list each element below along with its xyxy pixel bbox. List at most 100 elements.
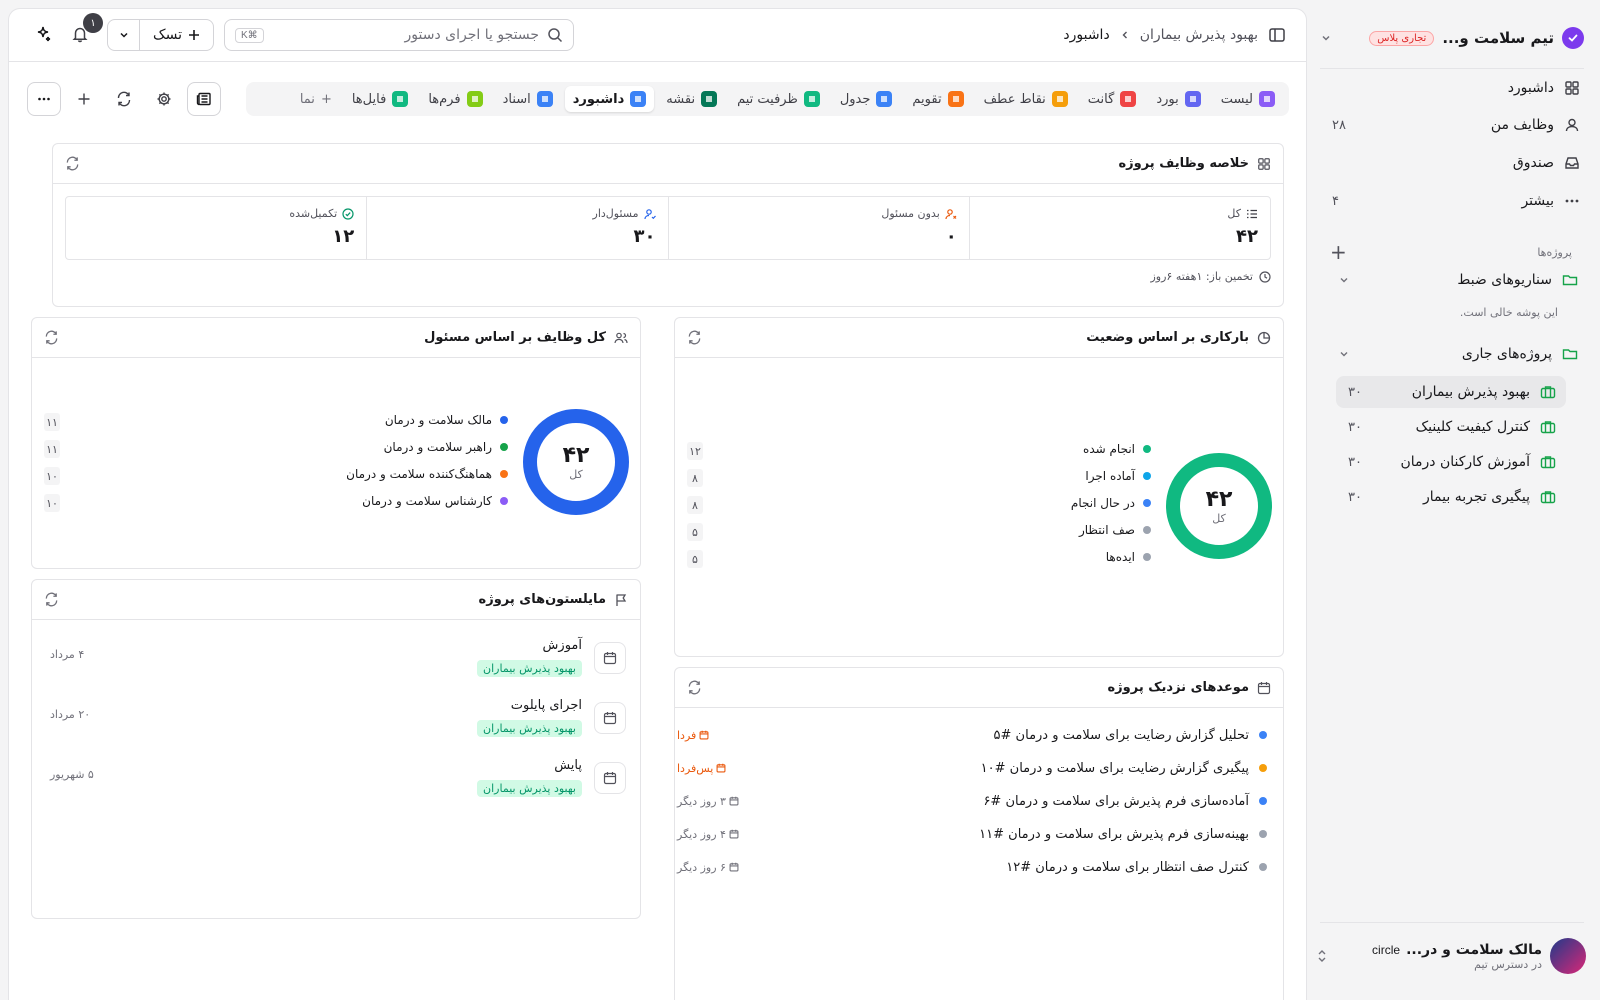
pie-chart-icon	[1257, 331, 1271, 345]
chevron-down-icon[interactable]	[1324, 274, 1350, 286]
new-task-dropdown[interactable]	[108, 20, 140, 50]
refresh-button[interactable]	[107, 82, 141, 116]
tab-docs[interactable]: اسناد	[495, 86, 561, 112]
tab-gantt[interactable]: گانت	[1080, 86, 1145, 112]
avatar	[1550, 938, 1586, 974]
sparkle-icon[interactable]	[34, 25, 52, 43]
bell-icon[interactable]	[71, 25, 89, 43]
deadline-due: فردا	[677, 729, 709, 742]
card-title: خلاصه وظایف پروژه	[1118, 156, 1249, 171]
search-placeholder: جستجو یا اجرای دستور	[404, 27, 539, 43]
tab-files[interactable]: فایل‌ها	[344, 86, 416, 112]
tab-board[interactable]: بورد	[1148, 86, 1208, 112]
tab-forms[interactable]: فرم‌ها	[420, 86, 490, 112]
sidebar-project-staff-training[interactable]: آموزش کارکنان درمان ۳۰	[1336, 446, 1566, 478]
calendar-icon	[594, 762, 626, 794]
sidebar-item-more[interactable]: بیشتر ۴	[1324, 186, 1580, 216]
sidebar-item-label: صندوق	[1512, 155, 1554, 171]
stat-value: ۳۰	[633, 226, 656, 247]
milestone-item[interactable]: اجرای پایلوت بهبود پذیرش بیماران ۲۰ مردا…	[46, 698, 626, 750]
milestone-date: ۵ شهریور	[50, 768, 94, 781]
folder-recording-scenarios[interactable]: سناریوهای ضبط	[1324, 266, 1578, 294]
legend-item: کارشناس سلامت و درمان	[362, 494, 508, 508]
chevron-up-down-icon	[1316, 949, 1328, 963]
more-options-button[interactable]	[27, 82, 61, 116]
donut-ring	[1166, 453, 1272, 559]
sidebar-item-inbox[interactable]: صندوق	[1324, 148, 1580, 178]
legend-count: ۵	[687, 550, 703, 568]
deadline-due: ۴ روز دیگر	[677, 828, 739, 841]
refresh-icon[interactable]	[687, 680, 702, 695]
deadline-item[interactable]: پیگیری گزارش رضایت برای سلامت و درمان #۱…	[677, 757, 1267, 779]
add-view-button[interactable]: + نما	[292, 86, 340, 112]
card-header: خلاصه وظایف پروژه	[53, 144, 1283, 184]
donut-center: ۴۲ کل	[1206, 487, 1233, 525]
deadline-item[interactable]: کنترل صف انتظار برای سلامت و درمان #۱۲ ۶…	[677, 856, 1267, 878]
sidebar-divider	[1320, 922, 1584, 923]
stat-value: ۴۲	[1236, 226, 1258, 247]
milestone-item[interactable]: پایش بهبود پذیرش بیماران ۵ شهریور	[46, 758, 626, 810]
legend-label: کارشناس سلامت و درمان	[362, 494, 492, 508]
tab-calendar[interactable]: تقویم	[904, 86, 971, 112]
user-x-icon	[945, 208, 957, 220]
tab-milestones[interactable]: نقاط عطف	[976, 86, 1076, 112]
legend-label: هماهنگ‌کننده سلامت و درمان	[346, 467, 492, 481]
user-menu[interactable]: مالک سلامت و در... circle در دسترس تیم	[1316, 934, 1586, 978]
add-project-icon[interactable]: +	[1330, 240, 1347, 264]
sidebar-project-quality-control[interactable]: کنترل کیفیت کلینیک ۳۰	[1336, 411, 1566, 443]
refresh-icon[interactable]	[65, 156, 80, 171]
sidebar-toggle-icon[interactable]	[1268, 26, 1286, 44]
legend-label: صف انتظار	[1078, 523, 1135, 537]
milestone-project-tag: بهبود پذیرش بیماران	[477, 780, 582, 797]
refresh-icon[interactable]	[44, 592, 59, 607]
deadline-item[interactable]: آماده‌سازی فرم پذیرش برای سلامت و درمان …	[677, 790, 1267, 812]
stat-label: بدون مسئول	[881, 207, 940, 220]
flag-icon	[1051, 91, 1068, 107]
briefcase-icon	[1540, 489, 1556, 505]
breadcrumb-project[interactable]: بهبود پذیرش بیماران	[1139, 27, 1258, 43]
tab-dashboard[interactable]: داشبورد	[564, 86, 655, 112]
legend-dot	[500, 497, 508, 505]
refresh-icon[interactable]	[687, 330, 702, 345]
project-name: آموزش کارکنان درمان	[1400, 454, 1530, 470]
add-widget-button[interactable]	[67, 82, 101, 116]
tab-label: تقویم	[912, 91, 942, 107]
new-task-main[interactable]: تسک	[140, 20, 213, 50]
tab-table[interactable]: جدول	[832, 86, 901, 112]
top-divider	[9, 61, 1306, 62]
settings-button[interactable]	[147, 82, 181, 116]
tab-label: داشبورد	[572, 91, 625, 107]
summary-stats: کل ۴۲ بدون مسئول ۰ مسئول‌دار ۳۰ تکمیل‌شد…	[65, 196, 1271, 260]
deadline-item[interactable]: تحلیل گزارش رضایت برای سلامت و درمان #۵ …	[677, 724, 1267, 746]
donut-total-label: کل	[1212, 512, 1226, 525]
sidebar-item-my-tasks[interactable]: وظایف من ۲۸	[1324, 110, 1580, 140]
stat-value: ۰	[945, 226, 957, 247]
search-input[interactable]: جستجو یا اجرای دستور ⌘K	[224, 19, 574, 51]
breadcrumb: بهبود پذیرش بیماران داشبورد	[1063, 19, 1286, 51]
sidebar-item-dashboard[interactable]: داشبورد	[1324, 73, 1580, 103]
priority-dot	[1259, 797, 1267, 805]
milestone-item[interactable]: آموزش بهبود پذیرش بیماران ۴ مرداد	[46, 638, 626, 690]
folder-icon	[1562, 272, 1578, 288]
tab-map[interactable]: نقشه	[658, 86, 725, 112]
sidebar-project-patient-experience[interactable]: پیگیری تجربه بیمار ۳۰	[1336, 481, 1566, 513]
workspace-switcher[interactable]: تیم سلامت و... تجاری پلاس	[1320, 22, 1584, 54]
add-view-label: نما	[299, 91, 315, 107]
tab-team-capacity[interactable]: ظرفیت تیم	[729, 86, 828, 112]
chevron-down-icon[interactable]	[1324, 348, 1350, 360]
tab-label: نقشه	[666, 91, 696, 107]
status-donut-svg	[1166, 453, 1272, 559]
list-checks-icon	[1246, 208, 1258, 220]
sidebar-project-patient-admission[interactable]: بهبود پذیرش بیماران ۳۰	[1336, 376, 1566, 408]
refresh-icon[interactable]	[44, 330, 59, 345]
sidebar-item-label: بیشتر	[1521, 193, 1554, 209]
chevron-down-icon	[1320, 32, 1332, 44]
tab-list[interactable]: لیست	[1213, 86, 1283, 112]
folder-current-projects[interactable]: پروژه‌های جاری	[1324, 340, 1578, 368]
card-title: موعدهای نزدیک پروژه	[1107, 680, 1250, 695]
new-task-button[interactable]: تسک	[107, 19, 214, 51]
project-count: ۳۰	[1348, 454, 1362, 470]
deadline-item[interactable]: بهینه‌سازی فرم پذیرش برای سلامت و درمان …	[677, 823, 1267, 845]
layout-button[interactable]	[187, 82, 221, 116]
stat-label: مسئول‌دار	[592, 207, 639, 220]
